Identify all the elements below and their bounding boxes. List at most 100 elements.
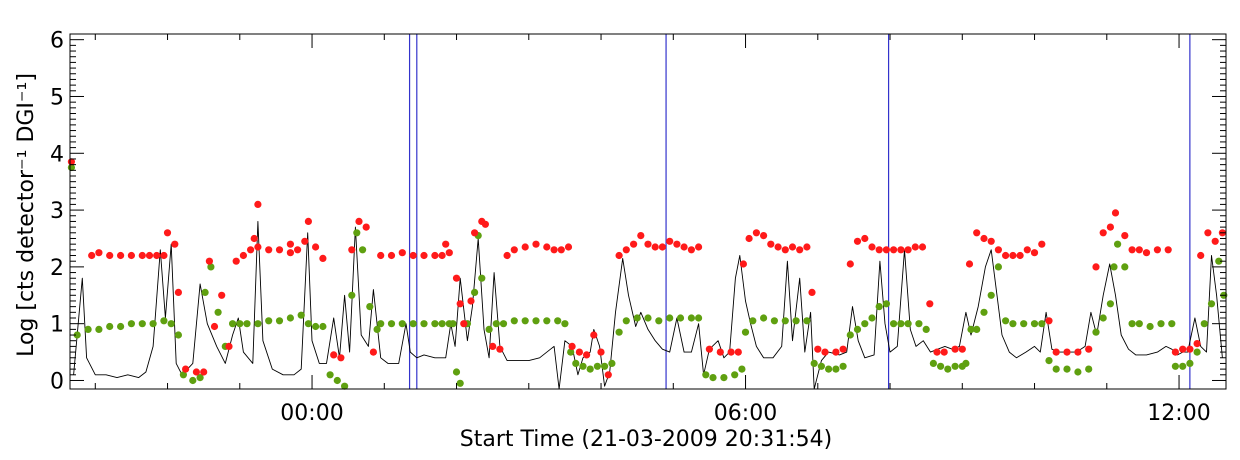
data-point-green xyxy=(615,328,623,336)
data-point-green xyxy=(846,331,854,339)
data-point-green xyxy=(709,374,717,382)
data-point-green xyxy=(868,314,876,322)
data-point-green xyxy=(73,331,81,339)
data-point-red xyxy=(1023,246,1031,254)
data-point-green xyxy=(944,365,952,373)
data-point-red xyxy=(1128,246,1136,254)
data-point-red xyxy=(88,251,96,260)
data-point-red xyxy=(1211,237,1219,245)
data-point-green xyxy=(438,320,446,328)
data-point-red xyxy=(481,220,489,228)
data-point-red xyxy=(861,234,869,243)
data-point-red xyxy=(846,260,854,268)
data-point-red xyxy=(1045,317,1053,325)
data-point-red xyxy=(767,240,775,248)
data-point-red xyxy=(940,348,948,356)
data-point-red xyxy=(387,251,396,260)
data-point-red xyxy=(1171,348,1179,356)
data-point-green xyxy=(174,331,182,339)
data-point-red xyxy=(1193,340,1201,348)
y-tick-label: 1 xyxy=(50,313,64,338)
data-point-red xyxy=(1135,246,1143,254)
data-point-green xyxy=(106,322,114,331)
data-point-red xyxy=(734,348,742,356)
data-point-green xyxy=(1135,320,1143,328)
data-point-red xyxy=(796,246,804,254)
data-point-red xyxy=(452,274,461,282)
data-point-green xyxy=(839,362,847,370)
plot-frame xyxy=(69,33,1227,390)
data-point-red xyxy=(337,354,345,362)
data-point-green xyxy=(1215,257,1223,265)
data-point-green xyxy=(373,325,381,333)
data-point-red xyxy=(875,246,883,254)
data-point-green xyxy=(95,325,103,333)
data-point-green xyxy=(1171,362,1179,370)
data-point-red xyxy=(431,251,439,260)
data-point-green xyxy=(853,325,862,333)
data-point-green xyxy=(348,291,356,299)
data-point-red xyxy=(897,246,905,254)
tick-marks xyxy=(70,33,1226,389)
x-tick-label: 12:00 xyxy=(1147,401,1210,426)
data-point-green xyxy=(160,317,168,325)
data-point-green xyxy=(1030,320,1039,328)
data-point-green xyxy=(593,362,602,370)
data-point-green xyxy=(825,365,833,373)
series-line-black xyxy=(73,220,1223,390)
y-tick-label: 5 xyxy=(50,86,64,111)
data-point-red xyxy=(666,237,674,245)
vertical-marker-lines xyxy=(408,34,1191,389)
data-point-green xyxy=(1099,314,1107,322)
data-point-green xyxy=(431,320,439,328)
data-point-green xyxy=(622,317,630,325)
data-point-red xyxy=(781,246,789,254)
data-point-green xyxy=(1146,322,1154,331)
data-point-green xyxy=(532,317,540,325)
data-point-red xyxy=(821,348,829,356)
series-green-points xyxy=(67,163,1228,390)
data-point-green xyxy=(1114,240,1122,248)
data-point-red xyxy=(951,345,959,353)
data-point-green xyxy=(1186,359,1194,367)
data-point-green xyxy=(967,325,975,333)
data-point-red xyxy=(980,234,988,243)
data-point-green xyxy=(601,362,609,370)
data-point-red xyxy=(808,288,816,296)
data-point-green xyxy=(471,288,479,296)
data-point-red xyxy=(1002,251,1010,260)
data-point-red xyxy=(832,348,840,356)
data-point-green xyxy=(353,229,361,237)
data-point-red xyxy=(933,348,941,356)
data-point-green xyxy=(409,320,417,328)
data-point-red xyxy=(163,229,172,237)
y-tick-label: 0 xyxy=(50,370,64,395)
data-point-green xyxy=(770,317,779,325)
x-tick-label: 06:00 xyxy=(714,401,777,426)
data-point-red xyxy=(117,251,125,260)
data-point-red xyxy=(377,251,385,260)
data-point-red xyxy=(438,251,446,260)
data-point-green xyxy=(127,320,135,328)
data-point-red xyxy=(286,240,294,248)
data-point-red xyxy=(1204,229,1212,237)
data-point-red xyxy=(1142,249,1151,257)
data-point-red xyxy=(1121,232,1129,240)
data-point-red xyxy=(1092,263,1100,271)
data-point-green xyxy=(817,362,826,370)
data-point-red xyxy=(557,246,565,254)
data-point-green xyxy=(1193,348,1201,356)
data-point-green xyxy=(359,246,367,254)
data-point-green xyxy=(1110,263,1118,271)
data-point-red xyxy=(145,251,154,260)
data-point-red xyxy=(521,243,529,251)
data-point-green xyxy=(243,320,251,328)
data-point-green xyxy=(781,317,789,325)
data-point-red xyxy=(987,237,995,245)
data-point-green xyxy=(861,320,869,328)
data-point-red xyxy=(994,246,1003,254)
data-point-green xyxy=(265,317,273,325)
data-point-green xyxy=(561,320,569,328)
data-point-red xyxy=(265,246,273,254)
data-point-green xyxy=(207,263,215,271)
